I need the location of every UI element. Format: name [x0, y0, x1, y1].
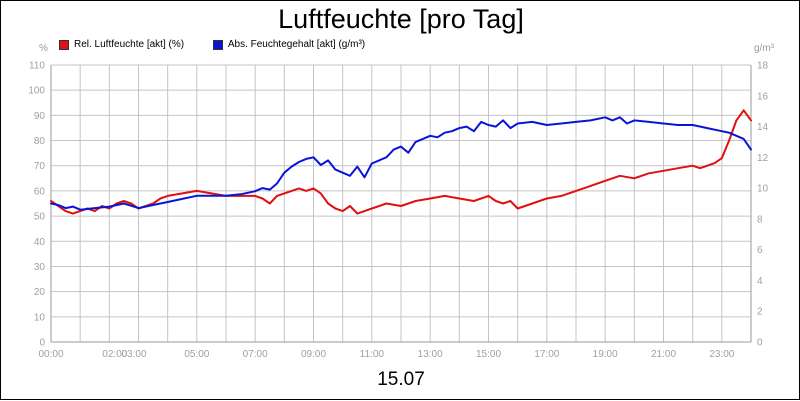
legend-swatch-rel-humidity — [59, 39, 69, 50]
right-tick-label: 12 — [757, 153, 769, 164]
x-tick-label: 03:00 — [122, 349, 147, 360]
left-tick-label: 100 — [28, 86, 45, 97]
right-tick-label: 18 — [757, 61, 769, 72]
right-tick-label: 0 — [757, 338, 763, 349]
left-tick-label: 90 — [34, 111, 46, 122]
right-tick-label: 8 — [757, 214, 763, 225]
x-tick-label: 09:00 — [301, 349, 326, 360]
x-tick-label: 00:00 — [38, 349, 63, 360]
legend-item-rel-humidity: Rel. Luftfeuchte [akt] (%) — [59, 39, 184, 50]
right-tick-label: 10 — [757, 184, 769, 195]
x-tick-label: 05:00 — [184, 349, 209, 360]
right-axis-unit: g/m³ — [754, 43, 774, 54]
right-tick-label: 6 — [757, 245, 763, 256]
left-tick-label: 110 — [29, 61, 45, 72]
left-tick-label: 0 — [39, 338, 45, 349]
x-tick-label: 19:00 — [593, 349, 618, 360]
x-tick-label: 07:00 — [243, 349, 268, 360]
right-tick-label: 2 — [757, 307, 763, 318]
x-axis-date-label: 15.07 — [377, 369, 425, 390]
legend-item-abs-humidity: Abs. Feuchtegehalt [akt] (g/m³) — [212, 39, 366, 50]
left-tick-label: 70 — [34, 161, 46, 172]
left-axis-unit: % — [39, 43, 48, 54]
left-tick-label: 10 — [34, 312, 46, 323]
right-tick-label: 16 — [757, 91, 769, 102]
series-line-abs-humidity — [50, 116, 752, 211]
left-tick-label: 20 — [34, 287, 46, 298]
chart-title: Luftfeuchte [pro Tag] — [278, 4, 524, 34]
left-tick-label: 30 — [34, 262, 46, 273]
left-tick-label: 60 — [34, 186, 46, 197]
left-tick-label: 50 — [34, 212, 46, 223]
right-tick-label: 14 — [757, 122, 769, 133]
x-tick-label: 17:00 — [534, 349, 559, 360]
left-tick-label: 80 — [34, 136, 46, 147]
x-tick-label: 23:00 — [709, 349, 734, 360]
left-tick-label: 40 — [34, 237, 46, 248]
legend: Rel. Luftfeuchte [akt] (%) Abs. Feuchteg… — [59, 39, 391, 53]
legend-label-abs-humidity: Abs. Feuchtegehalt [akt] (g/m³) — [227, 39, 366, 50]
legend-swatch-abs-humidity — [212, 39, 223, 50]
x-tick-label: 02:00 — [102, 349, 127, 360]
x-tick-label: 13:00 — [418, 349, 443, 360]
x-tick-label: 15:00 — [476, 349, 501, 360]
x-tick-label: 11:00 — [360, 349, 385, 360]
legend-label-rel-humidity: Rel. Luftfeuchte [akt] (%) — [74, 39, 185, 50]
x-tick-label: 21:00 — [651, 349, 676, 360]
right-tick-label: 4 — [757, 276, 763, 287]
